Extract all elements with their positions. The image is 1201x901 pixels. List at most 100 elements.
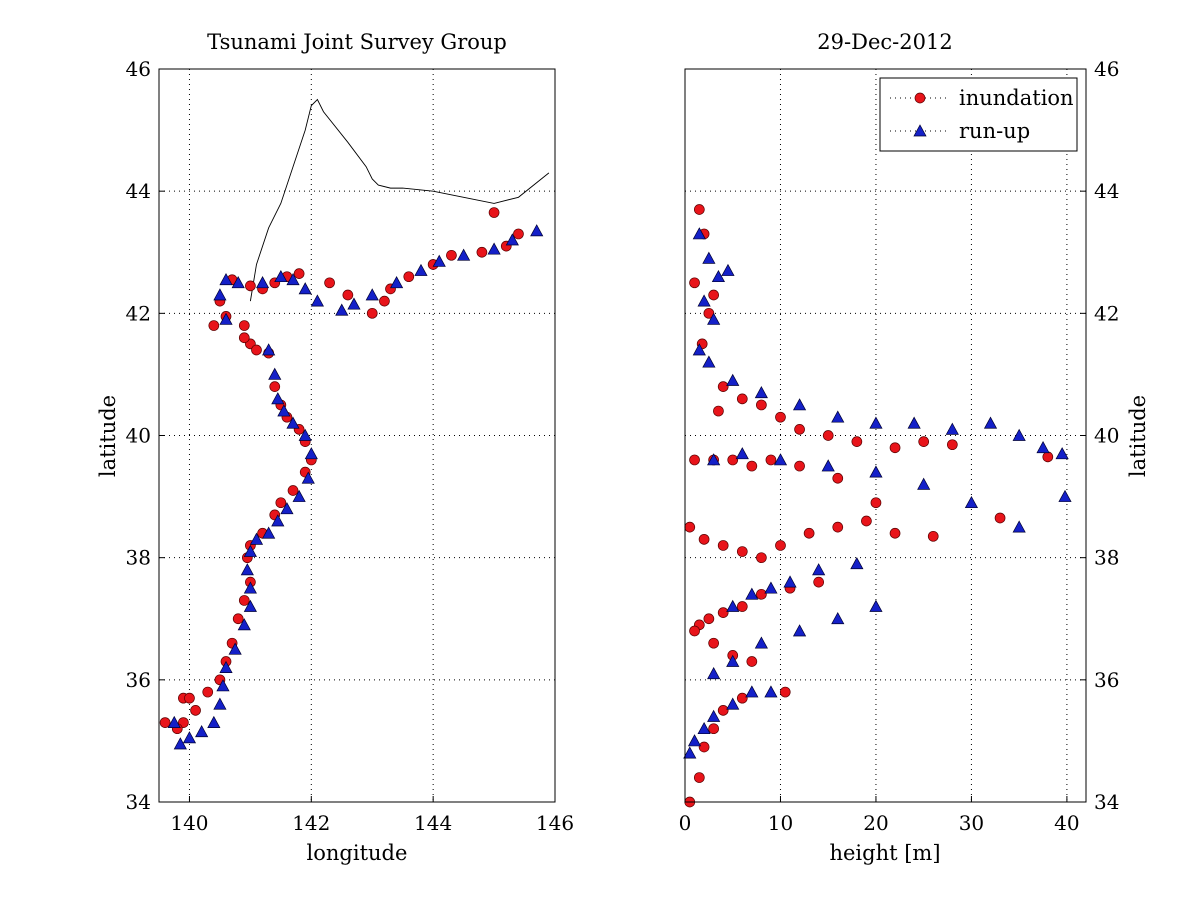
height-inundation-point — [994, 512, 1006, 524]
height-panel: 0 10 20 30 40 34 36 38 40 42 44 46 29-Dec-2012 heig… — [679, 30, 1150, 865]
height-runup-point — [692, 227, 706, 240]
height-inundation-point — [779, 686, 791, 698]
height-inundation-point — [756, 552, 767, 564]
height-runup-point — [869, 599, 883, 612]
height-inundation-point — [717, 540, 729, 551]
height-inundation-point — [1042, 451, 1054, 463]
height-inundation-point — [889, 527, 901, 539]
height-inundation-point — [698, 741, 710, 753]
map-runup-point — [310, 294, 324, 307]
map-runup-point — [271, 514, 285, 527]
height-x-tick-label: 40 — [1054, 811, 1079, 835]
map-runup-point — [255, 276, 270, 289]
height-runup-point — [754, 636, 768, 649]
height-inundation-point — [775, 411, 786, 423]
height-inundation-point — [832, 472, 844, 484]
height-inundation-point — [794, 460, 805, 472]
height-runup-point — [707, 453, 721, 466]
height-inundation-point — [813, 576, 825, 588]
legend: inundation run-up — [879, 77, 1078, 152]
height-y-tick-label: 36 — [1094, 668, 1119, 692]
height-runup-point — [945, 422, 959, 435]
map-inundation-point — [293, 268, 305, 279]
height-inundation-point — [775, 540, 786, 551]
coastline — [249, 98, 550, 302]
map-runup-point — [347, 297, 361, 310]
map-inundation-point — [269, 381, 281, 392]
height-y-label: latitude — [1126, 395, 1150, 477]
map-runup-point — [219, 312, 233, 325]
height-runup-point — [702, 251, 716, 264]
map-runup-point — [219, 660, 233, 673]
height-runup-point — [773, 453, 788, 466]
height-inundation-point — [765, 454, 777, 466]
legend-inundation-marker — [914, 92, 926, 104]
map-y-tick-label: 46 — [126, 57, 151, 81]
height-runup-point — [917, 477, 931, 490]
height-y-tick-label: 42 — [1094, 301, 1119, 325]
height-runup-point — [726, 373, 740, 386]
height-inundation-point — [708, 637, 719, 649]
height-runup-point — [726, 654, 740, 667]
map-runup-point — [335, 303, 349, 316]
height-y-tick-label: 40 — [1094, 424, 1119, 448]
height-runup-point — [683, 746, 697, 759]
legend-runup-label: run-up — [959, 119, 1030, 143]
height-inundation-point — [861, 515, 872, 527]
height-inundation-point — [708, 289, 719, 301]
map-runup-point — [243, 544, 257, 557]
height-x-tick-label: 10 — [768, 811, 793, 835]
height-inundation-point — [684, 521, 696, 533]
map-y-tick-label: 40 — [126, 424, 151, 448]
map-y-tick-label: 44 — [126, 179, 151, 203]
coastline-path — [249, 98, 550, 302]
map-runup-point — [240, 563, 254, 576]
height-y-tick-label: 46 — [1094, 57, 1119, 81]
map-x-label: longitude — [307, 841, 408, 865]
height-runup-point — [711, 269, 726, 283]
height-inundation-point — [946, 439, 958, 451]
map-inundation-point — [232, 613, 244, 625]
height-runup-point — [745, 685, 759, 698]
height-inundation-point — [703, 613, 715, 625]
height-runup-point — [850, 557, 864, 570]
height-inundation-point — [708, 723, 719, 735]
map-runup-point — [298, 282, 312, 295]
height-x-tick-label: 0 — [679, 811, 692, 835]
height-runup-point — [707, 709, 721, 722]
map-runup-point — [365, 288, 379, 301]
height-runup-point — [907, 416, 921, 429]
map-runup-point — [505, 233, 519, 246]
map-runup-point — [173, 737, 187, 750]
map-runup-point — [487, 242, 501, 255]
height-runup-point — [792, 398, 807, 411]
map-ticks: 140 142 144 146 34 36 38 40 42 44 46 — [126, 57, 575, 835]
legend-inundation-label: inundation — [959, 86, 1074, 110]
height-runup-point — [831, 410, 845, 423]
map-runup-point — [207, 715, 221, 728]
height-runup-point — [1012, 520, 1026, 533]
map-inundation-point — [324, 277, 335, 289]
height-runup-point — [821, 459, 835, 472]
map-runup-point — [182, 731, 197, 744]
height-inundation-point — [803, 527, 815, 539]
height-inundation-point — [689, 625, 700, 637]
map-runup-point — [262, 526, 276, 539]
map-runup-point — [457, 248, 471, 261]
height-inundation-point — [713, 405, 724, 417]
map-title: Tsunami Joint Survey Group — [207, 30, 507, 54]
map-inundation-point — [159, 717, 171, 728]
map-runup-point — [304, 447, 318, 460]
height-inundation-point — [851, 436, 863, 447]
height-runup-point — [692, 343, 706, 356]
height-x-tick-label: 20 — [863, 811, 888, 835]
map-runup-point — [301, 471, 315, 484]
map-runup-point — [237, 618, 251, 631]
height-runup-point — [869, 465, 883, 478]
map-runup-point — [432, 254, 446, 267]
height-runup-point — [726, 599, 740, 612]
map-x-tick-label: 144 — [414, 811, 452, 835]
height-inundation-point — [822, 430, 834, 441]
map-panel: 140 142 144 146 34 36 38 40 42 44 46 Tsunami Joint… — [96, 30, 574, 865]
map-inundation-point — [342, 289, 354, 301]
